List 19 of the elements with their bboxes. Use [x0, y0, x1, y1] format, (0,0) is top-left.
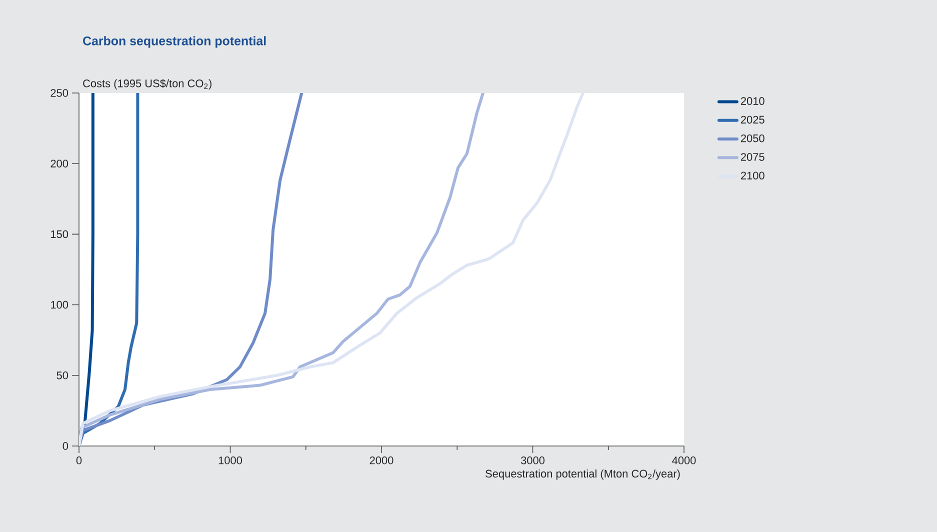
chart-title: Carbon sequestration potential: [83, 36, 266, 48]
x-tick-label: 4000: [672, 456, 696, 464]
y-tick-label: 200: [50, 160, 68, 168]
legend-label: 2010: [740, 97, 764, 105]
y-tick-label: 50: [56, 372, 68, 380]
y-tick-label: 100: [51, 300, 68, 309]
x-axis-title: Sequestration potential (Mton CO$_{2}$/year): [486, 470, 680, 480]
y-axis-title: Costs (1995 US$/ton CO$_{2}$): [83, 79, 212, 90]
y-tick-label: 0: [62, 442, 68, 450]
legend-label: 2025: [740, 116, 764, 124]
legend-label: 2100: [740, 172, 764, 180]
y-tick-label: 150: [51, 230, 68, 238]
y-tick-label: 250: [50, 89, 68, 97]
x-tick-label: 3000: [520, 456, 544, 464]
legend-label: 2075: [740, 153, 764, 161]
x-tick-label: 2000: [370, 456, 394, 464]
legend-label: 2050: [740, 134, 764, 142]
x-tick-label: 1000: [218, 456, 242, 464]
x-tick-label: 0: [76, 456, 82, 464]
